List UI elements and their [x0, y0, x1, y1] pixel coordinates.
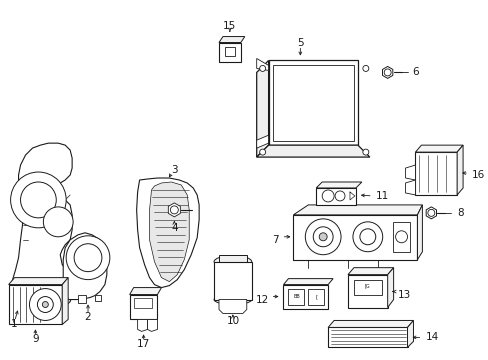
Circle shape — [170, 206, 178, 214]
Circle shape — [259, 149, 265, 155]
Circle shape — [259, 66, 265, 71]
Circle shape — [11, 172, 66, 228]
Polygon shape — [347, 275, 387, 307]
Polygon shape — [256, 60, 268, 157]
Circle shape — [334, 191, 345, 201]
Text: 5: 5 — [296, 37, 303, 48]
Polygon shape — [283, 285, 327, 310]
Text: 4: 4 — [171, 223, 177, 233]
Polygon shape — [129, 294, 157, 319]
Bar — [133, 298, 151, 307]
Text: [: [ — [314, 294, 317, 299]
Circle shape — [43, 207, 73, 237]
Bar — [95, 294, 101, 301]
Text: 11: 11 — [375, 191, 388, 201]
Polygon shape — [382, 67, 392, 78]
Polygon shape — [256, 145, 369, 157]
Polygon shape — [456, 145, 462, 195]
Bar — [224, 46, 234, 57]
Text: 7: 7 — [271, 235, 278, 245]
Ellipse shape — [214, 256, 251, 268]
Text: 2: 2 — [84, 312, 91, 323]
Text: 12: 12 — [255, 294, 268, 305]
Circle shape — [37, 297, 53, 312]
Polygon shape — [293, 205, 422, 215]
Text: 9: 9 — [32, 334, 39, 345]
Polygon shape — [9, 278, 68, 285]
Circle shape — [305, 219, 340, 255]
Text: 13: 13 — [397, 289, 410, 300]
Polygon shape — [293, 215, 417, 260]
Circle shape — [362, 149, 368, 155]
Bar — [78, 294, 86, 302]
Circle shape — [362, 66, 368, 71]
Polygon shape — [63, 233, 107, 300]
Circle shape — [74, 244, 102, 272]
Polygon shape — [9, 285, 62, 324]
Polygon shape — [283, 279, 332, 285]
Circle shape — [322, 190, 333, 202]
Text: [G: [G — [364, 283, 370, 288]
Polygon shape — [219, 42, 240, 62]
Polygon shape — [347, 268, 393, 275]
Circle shape — [313, 227, 332, 247]
Polygon shape — [219, 37, 244, 42]
Bar — [272, 66, 353, 141]
Polygon shape — [415, 152, 456, 195]
Polygon shape — [327, 328, 407, 347]
Circle shape — [359, 229, 375, 245]
Polygon shape — [426, 207, 436, 219]
Polygon shape — [11, 143, 73, 314]
Text: 14: 14 — [425, 332, 438, 342]
Polygon shape — [137, 319, 147, 332]
Circle shape — [427, 210, 434, 216]
Polygon shape — [316, 188, 355, 205]
Polygon shape — [316, 182, 361, 188]
Circle shape — [20, 182, 56, 218]
Polygon shape — [62, 278, 68, 324]
Circle shape — [66, 236, 110, 280]
Ellipse shape — [214, 294, 251, 305]
Text: 1: 1 — [11, 319, 18, 329]
Text: 6: 6 — [412, 67, 418, 77]
Circle shape — [319, 233, 326, 241]
Polygon shape — [214, 262, 251, 300]
Text: 15: 15 — [223, 21, 236, 31]
Polygon shape — [219, 255, 246, 262]
Polygon shape — [219, 300, 246, 314]
Text: 8: 8 — [456, 208, 463, 218]
Text: 17: 17 — [137, 339, 150, 349]
Polygon shape — [268, 60, 357, 145]
Text: BB: BB — [292, 294, 299, 299]
Text: 3: 3 — [171, 165, 177, 175]
Circle shape — [384, 69, 390, 76]
Polygon shape — [405, 180, 415, 195]
Circle shape — [352, 222, 382, 252]
Polygon shape — [417, 205, 422, 260]
Polygon shape — [168, 203, 180, 217]
Circle shape — [42, 302, 48, 307]
Polygon shape — [415, 145, 462, 152]
Text: 16: 16 — [471, 170, 484, 180]
Polygon shape — [387, 268, 393, 307]
Bar — [288, 289, 304, 305]
Polygon shape — [407, 320, 413, 347]
Polygon shape — [327, 320, 413, 328]
Polygon shape — [129, 288, 161, 294]
Bar — [392, 222, 409, 252]
Polygon shape — [256, 135, 268, 148]
Bar — [353, 280, 381, 294]
Polygon shape — [405, 165, 415, 180]
Polygon shape — [149, 182, 189, 282]
Polygon shape — [136, 178, 199, 288]
Bar — [307, 289, 324, 305]
Circle shape — [29, 289, 61, 320]
Circle shape — [395, 231, 407, 243]
Polygon shape — [147, 319, 157, 332]
Polygon shape — [256, 58, 268, 71]
Text: 10: 10 — [226, 316, 239, 327]
